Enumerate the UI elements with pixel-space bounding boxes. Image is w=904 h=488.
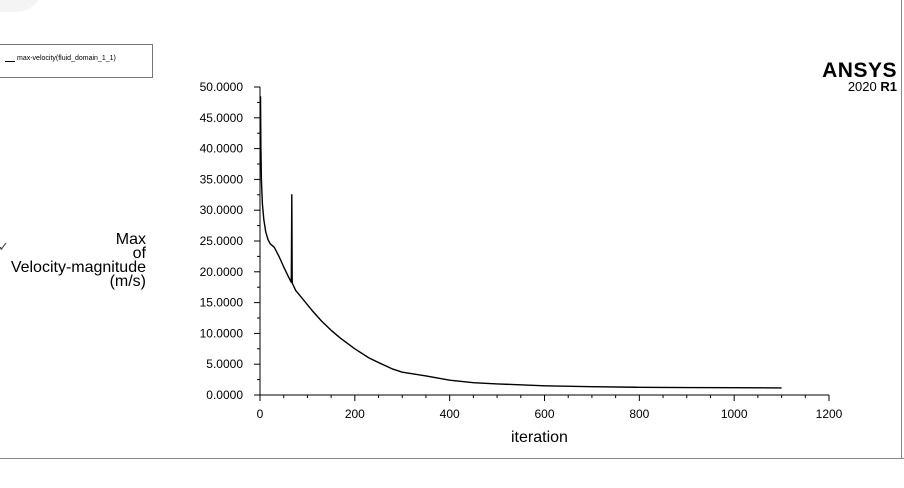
- legend-entry-label: max-velocity(fluid_domain_1_1): [17, 55, 116, 62]
- logo-release: R1: [880, 79, 897, 94]
- x-tick-label: 1200: [816, 407, 843, 421]
- logo-version-year: 2020: [847, 79, 877, 94]
- y-tick-label: 35.0000: [200, 172, 244, 186]
- y-axis-label-line: Velocity-magnitude: [10, 259, 146, 276]
- ansys-logo: ANSYS 2020 R1: [822, 60, 897, 93]
- x-tick-label: 1000: [721, 407, 748, 421]
- y-tick-label: 30.0000: [200, 203, 244, 217]
- y-tick-label: 5.0000: [206, 357, 243, 371]
- y-axis-label: Max of Velocity-magnitude (m/s): [10, 231, 146, 290]
- y-axis-label-line: Max: [115, 231, 146, 248]
- legend[interactable]: max-velocity(fluid_domain_1_1): [0, 44, 153, 78]
- legend-line-swatch: [5, 61, 15, 62]
- y-tick-label: 20.0000: [200, 265, 244, 279]
- y-axis-label-line: of: [132, 245, 146, 262]
- y-tick-label: 50.0000: [200, 80, 244, 94]
- series-line-max-velocity: [259, 96, 782, 389]
- x-tick-label: 200: [345, 407, 365, 421]
- y-axis-label-line: (m/s): [109, 273, 146, 290]
- y-tick-label: 40.0000: [200, 142, 244, 156]
- y-tick-label: 45.0000: [200, 111, 244, 125]
- x-axis-label: iteration: [511, 429, 568, 446]
- x-tick-label: 800: [629, 407, 649, 421]
- y-tick-label: 25.0000: [200, 234, 244, 248]
- frame-bottom-border: [0, 458, 904, 459]
- axis-label-artifact-icon: ✓: [0, 239, 9, 254]
- x-tick-label: 0: [257, 407, 264, 421]
- logo-name: ANSYS: [822, 59, 897, 82]
- frame-right-border: [901, 0, 902, 458]
- y-tick-label: 10.0000: [200, 326, 244, 340]
- logo-version: 2020 R1: [822, 80, 897, 93]
- y-tick-label: 0.0000: [206, 388, 243, 402]
- y-tick-label: 15.0000: [200, 296, 244, 310]
- x-tick-label: 400: [440, 407, 460, 421]
- x-tick-label: 600: [534, 407, 554, 421]
